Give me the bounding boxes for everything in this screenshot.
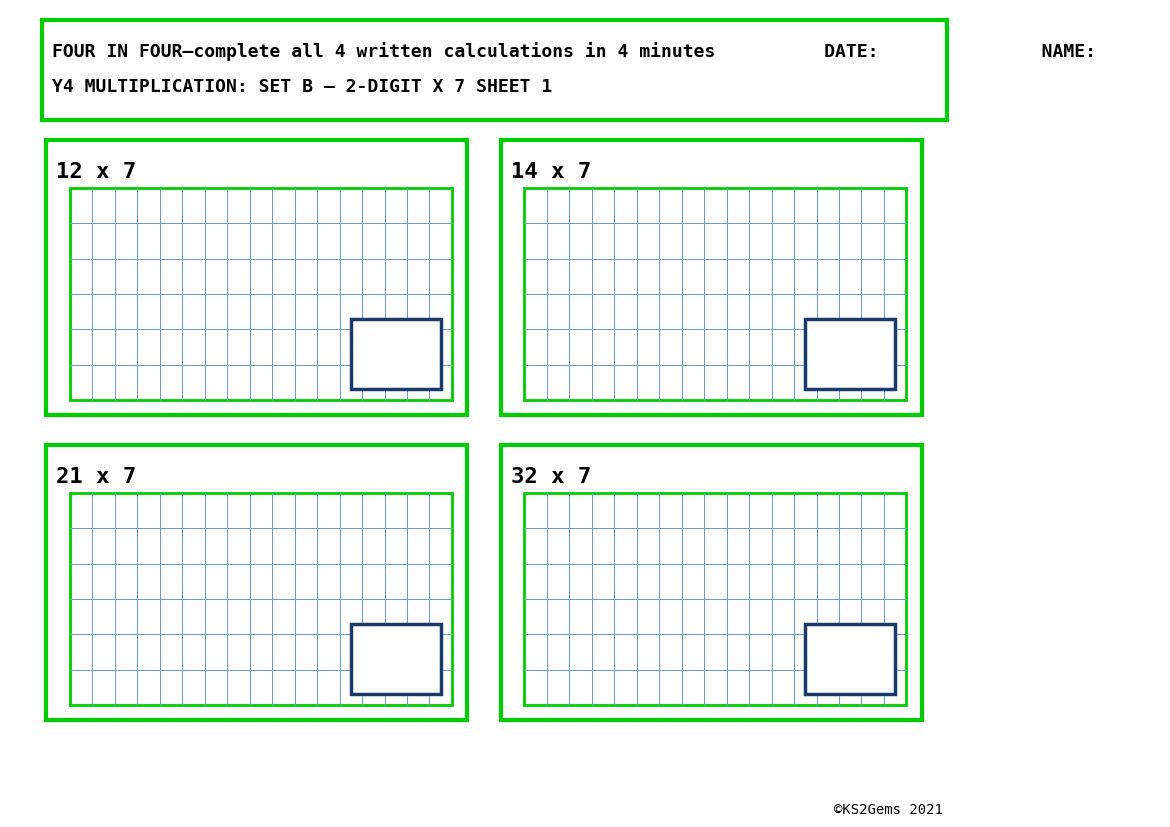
Bar	[524, 188, 907, 400]
Text: 21 x 7: 21 x 7	[56, 467, 137, 487]
Bar	[47, 445, 467, 720]
Bar	[70, 493, 452, 705]
Bar	[805, 624, 895, 695]
Bar	[501, 445, 922, 720]
Bar	[524, 493, 907, 705]
Text: 12 x 7: 12 x 7	[56, 162, 137, 182]
Bar	[805, 318, 895, 390]
Text: ©KS2Gems 2021: ©KS2Gems 2021	[834, 803, 943, 817]
Bar	[351, 318, 441, 390]
Bar	[351, 624, 441, 695]
Bar	[42, 20, 947, 120]
Text: Y4 MULTIPLICATION: SET B — 2-DIGIT X 7 SHEET 1: Y4 MULTIPLICATION: SET B — 2-DIGIT X 7 S…	[53, 78, 552, 96]
Text: FOUR IN FOUR—complete all 4 written calculations in 4 minutes          DATE:    : FOUR IN FOUR—complete all 4 written calc…	[53, 42, 1096, 61]
Bar	[501, 140, 922, 415]
Bar	[70, 188, 452, 400]
Bar	[47, 140, 467, 415]
Text: 14 x 7: 14 x 7	[511, 162, 591, 182]
Text: 32 x 7: 32 x 7	[511, 467, 591, 487]
